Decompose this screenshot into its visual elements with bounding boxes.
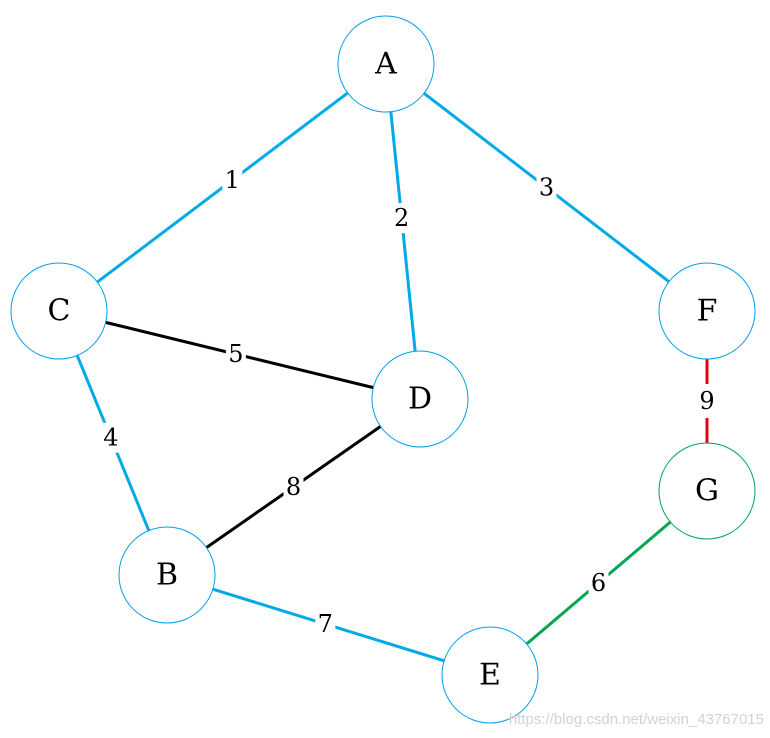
watermark-text: https://blog.csdn.net/weixin_43767015 — [508, 711, 764, 728]
edge-label-background — [391, 203, 412, 234]
edge-weight-label: 1 — [225, 166, 240, 194]
node-f: F — [658, 262, 756, 360]
node-circle — [658, 262, 756, 360]
edge-d-b: 8 — [205, 425, 382, 549]
node-circle — [337, 15, 435, 113]
edge-c-d: 5 — [105, 320, 374, 390]
edge-label-background — [283, 472, 304, 502]
edge-label-background — [225, 339, 246, 370]
edge-weight-label: 5 — [228, 340, 243, 368]
node-label: B — [156, 558, 178, 593]
node-label: E — [479, 658, 501, 693]
node-b: B — [118, 526, 216, 624]
edge-weight-label: 6 — [591, 569, 606, 597]
edge-label-background — [696, 384, 718, 418]
node-circle — [10, 262, 108, 360]
edge-weight-label: 7 — [318, 610, 333, 638]
node-circle — [658, 442, 756, 540]
edge-weight-label: 8 — [286, 473, 301, 501]
node-label: D — [408, 382, 432, 417]
edge-a-c: 1 — [96, 91, 349, 284]
edge-e-g: 6 — [525, 520, 672, 646]
edge-weight-label: 2 — [394, 204, 409, 232]
edge-b-e: 7 — [212, 587, 445, 663]
edge-label-background — [315, 609, 336, 639]
edge-a-f: 3 — [423, 92, 670, 283]
node-a: A — [337, 15, 435, 113]
node-g: G — [658, 442, 756, 540]
edge-weight-label: 9 — [699, 387, 714, 415]
edge-c-b: 4 — [75, 354, 151, 532]
node-c: C — [10, 262, 108, 360]
node-circle — [441, 626, 539, 724]
node-label: F — [697, 294, 718, 329]
nodes-layer: A C D F G B E — [10, 15, 756, 724]
edge-label-background — [536, 172, 557, 203]
node-label: G — [695, 474, 719, 509]
edge-label-background — [100, 422, 121, 453]
node-label: C — [48, 294, 71, 329]
edge-label-background — [588, 568, 609, 598]
edge-f-g: 9 — [696, 359, 718, 443]
edge-label-background — [222, 165, 243, 196]
node-circle — [118, 526, 216, 624]
node-label: A — [374, 47, 397, 82]
edge-weight-label: 3 — [539, 174, 554, 202]
node-d: D — [371, 350, 469, 448]
node-e: E — [441, 626, 539, 724]
edge-a-d: 2 — [389, 111, 417, 352]
edges-layer: 1 2 3 4 5 6 7 8 9 — [75, 91, 718, 663]
node-circle — [371, 350, 469, 448]
edge-weight-label: 4 — [103, 424, 118, 452]
